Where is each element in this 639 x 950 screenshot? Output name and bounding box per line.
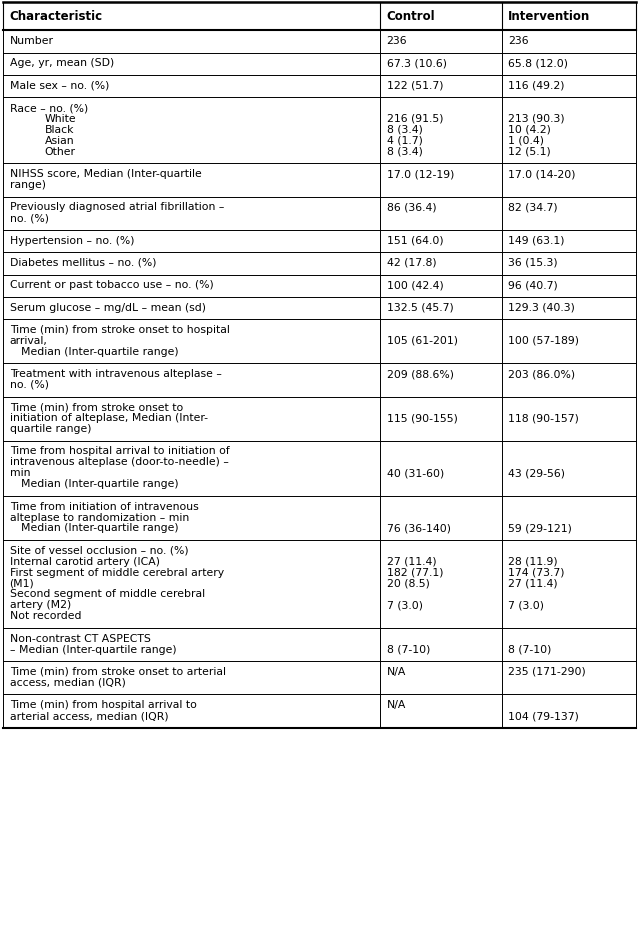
Text: 104 (79-137): 104 (79-137) — [508, 711, 579, 721]
Text: 129.3 (40.3): 129.3 (40.3) — [508, 302, 575, 313]
Text: Time (min) from stroke onset to: Time (min) from stroke onset to — [10, 403, 183, 412]
Text: Second segment of middle cerebral: Second segment of middle cerebral — [10, 589, 204, 599]
Text: 122 (51.7): 122 (51.7) — [387, 81, 443, 91]
Text: initiation of alteplase, Median (Inter-: initiation of alteplase, Median (Inter- — [10, 413, 208, 424]
Text: Time from initiation of intravenous: Time from initiation of intravenous — [10, 502, 198, 512]
Text: Time from hospital arrival to initiation of: Time from hospital arrival to initiation… — [10, 446, 229, 457]
Text: 17.0 (12-19): 17.0 (12-19) — [387, 169, 454, 180]
Text: 151 (64.0): 151 (64.0) — [387, 236, 443, 246]
Text: First segment of middle cerebral artery: First segment of middle cerebral artery — [10, 567, 224, 578]
Text: quartile range): quartile range) — [10, 424, 91, 434]
Text: range): range) — [10, 180, 45, 190]
Text: N/A: N/A — [387, 667, 406, 677]
Text: arrival,: arrival, — [10, 335, 47, 346]
Text: N/A: N/A — [387, 700, 406, 711]
Text: Non-contrast CT ASPECTS: Non-contrast CT ASPECTS — [10, 634, 150, 644]
Text: Not recorded: Not recorded — [10, 611, 81, 621]
Text: Median (Inter-quartile range): Median (Inter-quartile range) — [21, 347, 179, 357]
Text: 4 (1.7): 4 (1.7) — [387, 136, 422, 146]
Text: Diabetes mellitus – no. (%): Diabetes mellitus – no. (%) — [10, 257, 156, 268]
Text: 132.5 (45.7): 132.5 (45.7) — [387, 302, 453, 313]
Text: Time (min) from stroke onset to hospital: Time (min) from stroke onset to hospital — [10, 325, 229, 335]
Text: 20 (8.5): 20 (8.5) — [387, 579, 429, 589]
Text: 100 (57-189): 100 (57-189) — [508, 335, 579, 346]
Text: 236: 236 — [508, 36, 528, 47]
Text: White: White — [45, 114, 76, 124]
Text: 149 (63.1): 149 (63.1) — [508, 236, 564, 246]
Text: 67.3 (10.6): 67.3 (10.6) — [387, 59, 447, 68]
Text: Site of vessel occlusion – no. (%): Site of vessel occlusion – no. (%) — [10, 545, 189, 556]
Text: 36 (15.3): 36 (15.3) — [508, 257, 558, 268]
Text: 59 (29-121): 59 (29-121) — [508, 523, 572, 534]
Text: no. (%): no. (%) — [10, 214, 49, 223]
Text: Time (min) from hospital arrival to: Time (min) from hospital arrival to — [10, 700, 196, 711]
Text: no. (%): no. (%) — [10, 380, 49, 390]
Text: 96 (40.7): 96 (40.7) — [508, 280, 558, 291]
Text: 8 (3.4): 8 (3.4) — [387, 146, 422, 157]
Text: 213 (90.3): 213 (90.3) — [508, 114, 565, 124]
Text: Treatment with intravenous alteplase –: Treatment with intravenous alteplase – — [10, 369, 222, 379]
Text: 209 (88.6%): 209 (88.6%) — [387, 369, 454, 379]
Text: (M1): (M1) — [10, 579, 35, 589]
Text: Median (Inter-quartile range): Median (Inter-quartile range) — [21, 523, 179, 534]
Text: 86 (36.4): 86 (36.4) — [387, 202, 436, 213]
Text: Black: Black — [45, 124, 74, 135]
Text: 203 (86.0%): 203 (86.0%) — [508, 369, 575, 379]
Text: Time (min) from stroke onset to arterial: Time (min) from stroke onset to arterial — [10, 667, 226, 677]
Text: Internal carotid artery (ICA): Internal carotid artery (ICA) — [10, 557, 160, 567]
Text: Median (Inter-quartile range): Median (Inter-quartile range) — [21, 479, 179, 489]
Text: 8 (3.4): 8 (3.4) — [387, 124, 422, 135]
Text: 105 (61-201): 105 (61-201) — [387, 335, 458, 346]
Text: alteplase to randomization – min: alteplase to randomization – min — [10, 512, 189, 523]
Text: 42 (17.8): 42 (17.8) — [387, 257, 436, 268]
Text: Race – no. (%): Race – no. (%) — [10, 103, 88, 113]
Text: Control: Control — [387, 10, 435, 23]
Text: 235 (171-290): 235 (171-290) — [508, 667, 586, 677]
Text: 27 (11.4): 27 (11.4) — [387, 557, 436, 567]
Text: 8 (7-10): 8 (7-10) — [508, 644, 551, 655]
Text: Age, yr, mean (SD): Age, yr, mean (SD) — [10, 59, 114, 68]
Text: 28 (11.9): 28 (11.9) — [508, 557, 558, 567]
Text: Hypertension – no. (%): Hypertension – no. (%) — [10, 236, 134, 246]
Text: 174 (73.7): 174 (73.7) — [508, 567, 564, 578]
Text: 27 (11.4): 27 (11.4) — [508, 579, 558, 589]
Text: 118 (90-157): 118 (90-157) — [508, 413, 579, 424]
Text: 17.0 (14-20): 17.0 (14-20) — [508, 169, 576, 180]
Text: Previously diagnosed atrial fibrillation –: Previously diagnosed atrial fibrillation… — [10, 202, 224, 213]
Text: 65.8 (12.0): 65.8 (12.0) — [508, 59, 568, 68]
Text: Current or past tobacco use – no. (%): Current or past tobacco use – no. (%) — [10, 280, 213, 291]
Text: arterial access, median (IQR): arterial access, median (IQR) — [10, 711, 168, 721]
Text: min: min — [10, 468, 30, 479]
Text: Asian: Asian — [45, 136, 74, 146]
Text: 236: 236 — [387, 36, 407, 47]
Text: access, median (IQR): access, median (IQR) — [10, 677, 125, 688]
Text: 76 (36-140): 76 (36-140) — [387, 523, 450, 534]
Text: 7 (3.0): 7 (3.0) — [508, 600, 544, 611]
Text: 7 (3.0): 7 (3.0) — [387, 600, 422, 611]
Text: Number: Number — [10, 36, 54, 47]
Text: Other: Other — [45, 146, 76, 157]
Text: 43 (29-56): 43 (29-56) — [508, 468, 565, 479]
Text: Male sex – no. (%): Male sex – no. (%) — [10, 81, 109, 91]
Text: 116 (49.2): 116 (49.2) — [508, 81, 564, 91]
Text: 40 (31-60): 40 (31-60) — [387, 468, 444, 479]
Text: 115 (90-155): 115 (90-155) — [387, 413, 458, 424]
Text: Serum glucose – mg/dL – mean (sd): Serum glucose – mg/dL – mean (sd) — [10, 302, 206, 313]
Text: Characteristic: Characteristic — [10, 10, 103, 23]
Text: intravenous alteplase (door-to-needle) –: intravenous alteplase (door-to-needle) – — [10, 457, 229, 467]
Text: 82 (34.7): 82 (34.7) — [508, 202, 558, 213]
Text: 1 (0.4): 1 (0.4) — [508, 136, 544, 146]
Text: artery (M2): artery (M2) — [10, 600, 71, 611]
Text: – Median (Inter-quartile range): – Median (Inter-quartile range) — [10, 644, 176, 655]
Text: 100 (42.4): 100 (42.4) — [387, 280, 443, 291]
Text: 12 (5.1): 12 (5.1) — [508, 146, 551, 157]
Text: Intervention: Intervention — [508, 10, 590, 23]
Text: 10 (4.2): 10 (4.2) — [508, 124, 551, 135]
Text: 216 (91.5): 216 (91.5) — [387, 114, 443, 124]
Text: 182 (77.1): 182 (77.1) — [387, 567, 443, 578]
Text: 8 (7-10): 8 (7-10) — [387, 644, 430, 655]
Text: NIHSS score, Median (Inter-quartile: NIHSS score, Median (Inter-quartile — [10, 169, 201, 180]
